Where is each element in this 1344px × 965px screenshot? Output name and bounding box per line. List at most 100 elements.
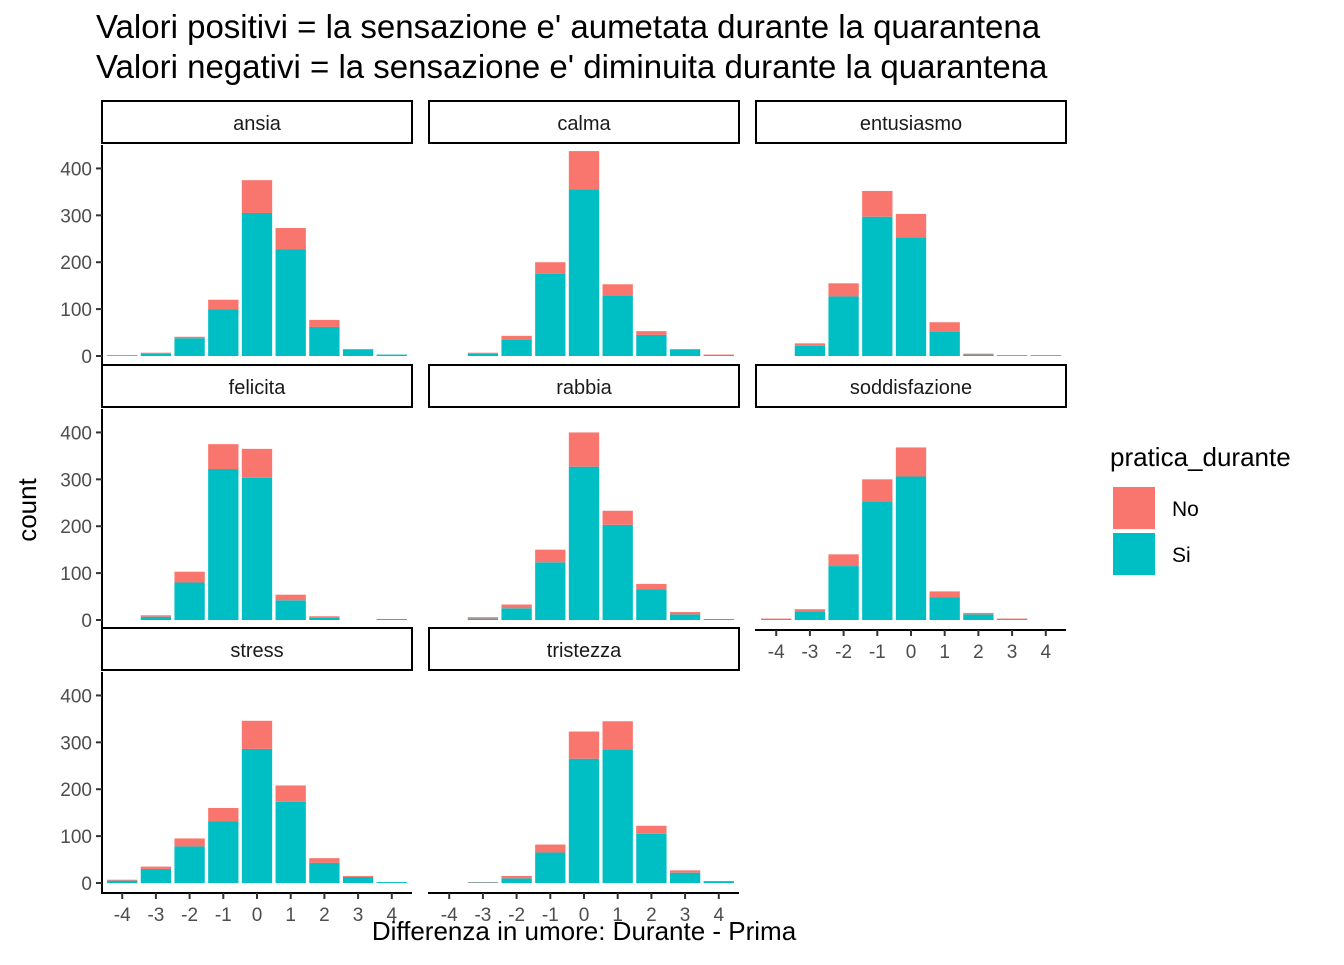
bar-entusiasmo-no-1 (930, 322, 960, 331)
bar-rabbia-si--1 (535, 562, 565, 620)
bar-felicita-si-1 (276, 600, 306, 620)
bar-rabbia-si--2 (501, 608, 531, 620)
y-axis-title: count (12, 477, 42, 541)
x-tick-label-stress-4: 4 (386, 905, 397, 926)
bar-felicita-no-2 (309, 616, 339, 617)
bar-rabbia-si-3 (670, 614, 700, 620)
bar-tristezza-no-0 (569, 732, 599, 759)
bar-calma-no-0 (569, 151, 599, 189)
bar-calma-no-1 (603, 284, 633, 296)
bar-ansia-si-1 (276, 249, 306, 356)
x-tick-label-tristezza--2: -2 (508, 905, 525, 926)
bar-ansia-no-3 (343, 349, 373, 350)
bar-stress-no--3 (141, 867, 171, 869)
y-tick-label-stress-100: 100 (60, 827, 92, 848)
panel-rabbia: rabbia (429, 365, 739, 620)
x-tick-label-soddisfazione-1: 1 (939, 642, 950, 663)
x-tick-label-tristezza--4: -4 (441, 905, 458, 926)
bar-rabbia-no--3 (468, 617, 498, 618)
bar-felicita-si-0 (242, 478, 272, 620)
bar-calma-no--2 (501, 336, 531, 340)
bar-calma-si-4 (704, 355, 734, 356)
bar-entusiasmo-si--1 (862, 217, 892, 356)
bar-calma-si--1 (535, 274, 565, 356)
bar-felicita-si--1 (208, 469, 238, 620)
y-tick-label-felicita-0: 0 (81, 611, 92, 632)
bar-ansia-no--1 (208, 300, 238, 309)
bar-tristezza-no--1 (535, 845, 565, 853)
bar-ansia-si-4 (377, 355, 407, 356)
bar-entusiasmo-si--3 (795, 346, 825, 356)
x-tick-label-tristezza--3: -3 (474, 905, 491, 926)
bar-felicita-si-4 (377, 619, 407, 620)
panel-entusiasmo: entusiasmo (756, 101, 1066, 356)
bar-rabbia-no-1 (603, 511, 633, 525)
x-tick-label-tristezza-2: 2 (646, 905, 657, 926)
bar-ansia-si--1 (208, 309, 238, 356)
bar-stress-no-2 (309, 858, 339, 863)
bar-rabbia-si--3 (468, 619, 498, 620)
bar-soddisfazione-no--2 (828, 554, 858, 566)
y-tick-label-stress-200: 200 (60, 780, 92, 801)
bar-stress-no-1 (276, 785, 306, 801)
bar-entusiasmo-no--3 (795, 343, 825, 345)
bar-soddisfazione-no-0 (896, 447, 926, 476)
x-tick-label-tristezza--1: -1 (542, 905, 559, 926)
x-tick-label-soddisfazione-0: 0 (906, 642, 917, 663)
bar-tristezza-no-1 (603, 721, 633, 749)
bar-felicita-no-0 (242, 449, 272, 478)
bar-soddisfazione-si--3 (795, 612, 825, 620)
bar-ansia-si-3 (343, 350, 373, 356)
bar-stress-no--1 (208, 808, 238, 821)
bar-rabbia-no-0 (569, 432, 599, 466)
x-tick-label-stress--4: -4 (114, 905, 131, 926)
y-tick-label-felicita-400: 400 (60, 423, 92, 444)
bar-ansia-no-0 (242, 180, 272, 213)
bar-ansia-no--3 (141, 353, 171, 354)
chart-title-line-2: Valori negativi = la sensazione e' dimin… (96, 48, 1048, 85)
strip-label-tristezza: tristezza (547, 640, 622, 662)
panel-calma: calma (429, 101, 739, 356)
x-tick-label-soddisfazione-4: 4 (1040, 642, 1051, 663)
bar-calma-si--2 (501, 340, 531, 356)
bar-stress-no-3 (343, 876, 373, 877)
bar-soddisfazione-no--3 (795, 609, 825, 611)
y-tick-label-felicita-200: 200 (60, 517, 92, 538)
legend: pratica_durante No Si (1110, 442, 1291, 575)
y-tick-label-ansia-200: 200 (60, 253, 92, 274)
bar-ansia-no--4 (107, 355, 137, 356)
bar-felicita-no-1 (276, 595, 306, 601)
bar-soddisfazione-si-1 (930, 597, 960, 620)
y-tick-label-ansia-300: 300 (60, 206, 92, 227)
x-tick-label-stress--1: -1 (215, 905, 232, 926)
bar-tristezza-si-4 (704, 881, 734, 883)
bar-tristezza-no-2 (636, 826, 666, 834)
y-tick-label-ansia-0: 0 (81, 347, 92, 368)
bar-rabbia-si-1 (603, 525, 633, 620)
x-tick-label-soddisfazione--3: -3 (801, 642, 818, 663)
bar-calma-no-2 (636, 331, 666, 335)
bar-ansia-si--3 (141, 354, 171, 356)
bar-stress-si-2 (309, 863, 339, 883)
bar-tristezza-si-2 (636, 834, 666, 883)
bar-soddisfazione-si--2 (828, 566, 858, 620)
strip-label-soddisfazione: soddisfazione (850, 377, 972, 399)
bar-calma-si-1 (603, 296, 633, 356)
bar-entusiasmo-no-0 (896, 214, 926, 237)
x-tick-label-stress-1: 1 (285, 905, 296, 926)
bar-stress-si--2 (174, 846, 204, 883)
bar-tristezza-si--2 (501, 878, 531, 883)
x-tick-label-stress-0: 0 (252, 905, 263, 926)
y-tick-label-stress-400: 400 (60, 686, 92, 707)
bar-tristezza-si-0 (569, 759, 599, 883)
bar-rabbia-no-2 (636, 584, 666, 590)
bar-ansia-no--2 (174, 337, 204, 338)
bar-stress-no--2 (174, 838, 204, 846)
bar-soddisfazione-si-0 (896, 477, 926, 620)
legend-label-si: Si (1172, 544, 1191, 567)
